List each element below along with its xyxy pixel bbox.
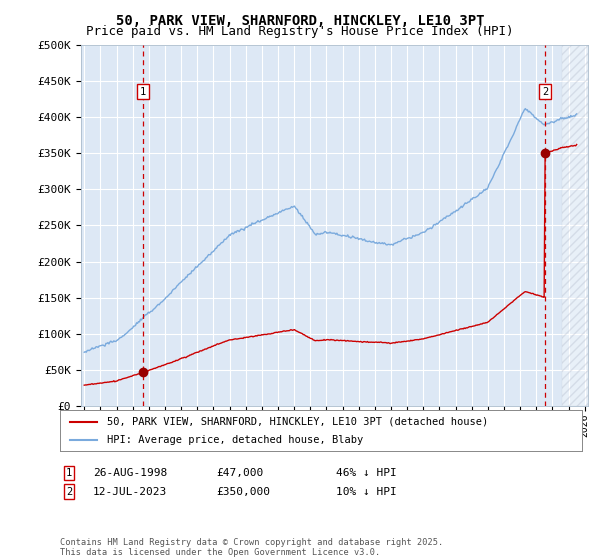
Text: 1: 1 bbox=[66, 468, 72, 478]
Text: 1: 1 bbox=[140, 87, 146, 97]
Bar bbox=[562, 45, 588, 406]
Text: Contains HM Land Registry data © Crown copyright and database right 2025.
This d: Contains HM Land Registry data © Crown c… bbox=[60, 538, 443, 557]
Text: 26-AUG-1998: 26-AUG-1998 bbox=[93, 468, 167, 478]
Text: £350,000: £350,000 bbox=[216, 487, 270, 497]
Text: 46% ↓ HPI: 46% ↓ HPI bbox=[336, 468, 397, 478]
Text: 12-JUL-2023: 12-JUL-2023 bbox=[93, 487, 167, 497]
Text: £47,000: £47,000 bbox=[216, 468, 263, 478]
Text: 10% ↓ HPI: 10% ↓ HPI bbox=[336, 487, 397, 497]
Text: 50, PARK VIEW, SHARNFORD, HINCKLEY, LE10 3PT: 50, PARK VIEW, SHARNFORD, HINCKLEY, LE10… bbox=[116, 14, 484, 28]
Text: 50, PARK VIEW, SHARNFORD, HINCKLEY, LE10 3PT (detached house): 50, PARK VIEW, SHARNFORD, HINCKLEY, LE10… bbox=[107, 417, 488, 427]
Text: Price paid vs. HM Land Registry's House Price Index (HPI): Price paid vs. HM Land Registry's House … bbox=[86, 25, 514, 38]
Text: 2: 2 bbox=[542, 87, 548, 97]
Text: 2: 2 bbox=[66, 487, 72, 497]
Text: HPI: Average price, detached house, Blaby: HPI: Average price, detached house, Blab… bbox=[107, 435, 363, 445]
